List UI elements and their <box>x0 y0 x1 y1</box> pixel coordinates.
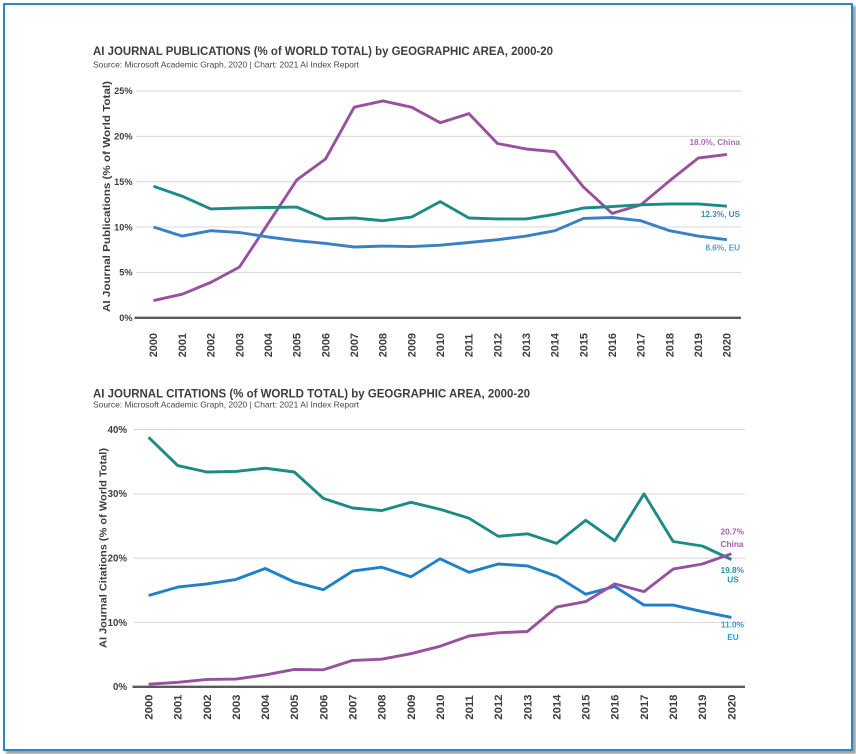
svg-text:8.6%, EU: 8.6%, EU <box>705 243 740 252</box>
svg-text:2009: 2009 <box>406 333 418 357</box>
svg-text:2015: 2015 <box>581 695 593 720</box>
svg-text:18.0%, China: 18.0%, China <box>689 138 740 147</box>
svg-text:2019: 2019 <box>697 695 709 720</box>
svg-text:2011: 2011 <box>464 695 476 720</box>
svg-text:2000: 2000 <box>144 695 156 720</box>
svg-text:2016: 2016 <box>610 695 622 720</box>
svg-text:2000: 2000 <box>148 333 160 357</box>
svg-text:2013: 2013 <box>522 695 534 720</box>
svg-text:2009: 2009 <box>406 695 418 720</box>
svg-text:AI Journal Citations (% of Wor: AI Journal Citations (% of World Total) <box>99 448 110 648</box>
svg-text:2020: 2020 <box>726 695 738 720</box>
svg-text:2017: 2017 <box>636 333 648 357</box>
svg-text:10%: 10% <box>108 618 128 629</box>
svg-text:2003: 2003 <box>231 695 243 720</box>
svg-text:2007: 2007 <box>348 695 360 720</box>
svg-text:2002: 2002 <box>202 695 214 720</box>
svg-text:10%: 10% <box>114 222 132 232</box>
svg-text:2012: 2012 <box>492 333 504 357</box>
svg-text:2020: 2020 <box>722 333 734 357</box>
svg-text:2002: 2002 <box>206 333 218 357</box>
svg-text:20.7%: 20.7% <box>720 527 744 537</box>
svg-text:AI JOURNAL CITATIONS (% of WOR: AI JOURNAL CITATIONS (% of WORLD TOTAL) … <box>93 386 530 400</box>
svg-text:2005: 2005 <box>292 333 304 357</box>
svg-text:AI Journal Publications (% of: AI Journal Publications (% of World Tota… <box>102 81 113 312</box>
svg-text:12.3%, US: 12.3%, US <box>701 210 741 219</box>
svg-text:20%: 20% <box>114 132 132 142</box>
svg-text:Source: Microsoft Academic Gra: Source: Microsoft Academic Graph, 2020 |… <box>93 400 360 410</box>
svg-text:2011: 2011 <box>464 334 476 358</box>
svg-text:2017: 2017 <box>639 695 651 720</box>
svg-text:20%: 20% <box>108 554 128 565</box>
svg-text:2014: 2014 <box>552 694 564 720</box>
svg-text:2006: 2006 <box>320 333 332 357</box>
svg-text:40%: 40% <box>108 425 128 436</box>
svg-text:2007: 2007 <box>349 333 361 357</box>
svg-text:15%: 15% <box>114 177 132 187</box>
svg-text:2012: 2012 <box>493 695 505 720</box>
svg-text:2004: 2004 <box>263 333 275 357</box>
svg-text:0%: 0% <box>113 682 127 693</box>
svg-text:2001: 2001 <box>173 695 185 720</box>
svg-text:2008: 2008 <box>378 333 390 357</box>
svg-text:US: US <box>727 575 739 585</box>
svg-text:2010: 2010 <box>435 333 447 357</box>
svg-text:2005: 2005 <box>289 695 301 720</box>
svg-text:China: China <box>720 539 743 549</box>
svg-text:11.0%: 11.0% <box>721 620 745 630</box>
svg-text:2014: 2014 <box>550 333 562 357</box>
svg-text:Source: Microsoft Academic Gra: Source: Microsoft Academic Graph, 2020 |… <box>93 60 360 70</box>
svg-text:2016: 2016 <box>607 333 619 357</box>
svg-text:5%: 5% <box>119 268 132 278</box>
svg-text:AI JOURNAL PUBLICATIONS (% of: AI JOURNAL PUBLICATIONS (% of WORLD TOTA… <box>93 44 553 58</box>
svg-text:2018: 2018 <box>668 695 680 720</box>
svg-text:EU: EU <box>727 632 739 642</box>
svg-text:30%: 30% <box>108 489 128 500</box>
svg-text:25%: 25% <box>114 86 132 96</box>
svg-text:2004: 2004 <box>260 694 272 720</box>
svg-text:2008: 2008 <box>377 695 389 720</box>
svg-text:0%: 0% <box>119 313 132 323</box>
svg-text:2003: 2003 <box>234 333 246 357</box>
svg-text:2018: 2018 <box>664 333 676 357</box>
svg-text:2015: 2015 <box>578 333 590 357</box>
svg-text:19.8%: 19.8% <box>720 565 744 575</box>
svg-text:2013: 2013 <box>521 333 533 357</box>
svg-text:2001: 2001 <box>177 333 189 357</box>
svg-text:2010: 2010 <box>435 695 447 720</box>
svg-text:2019: 2019 <box>693 333 705 357</box>
svg-text:2006: 2006 <box>318 695 330 720</box>
